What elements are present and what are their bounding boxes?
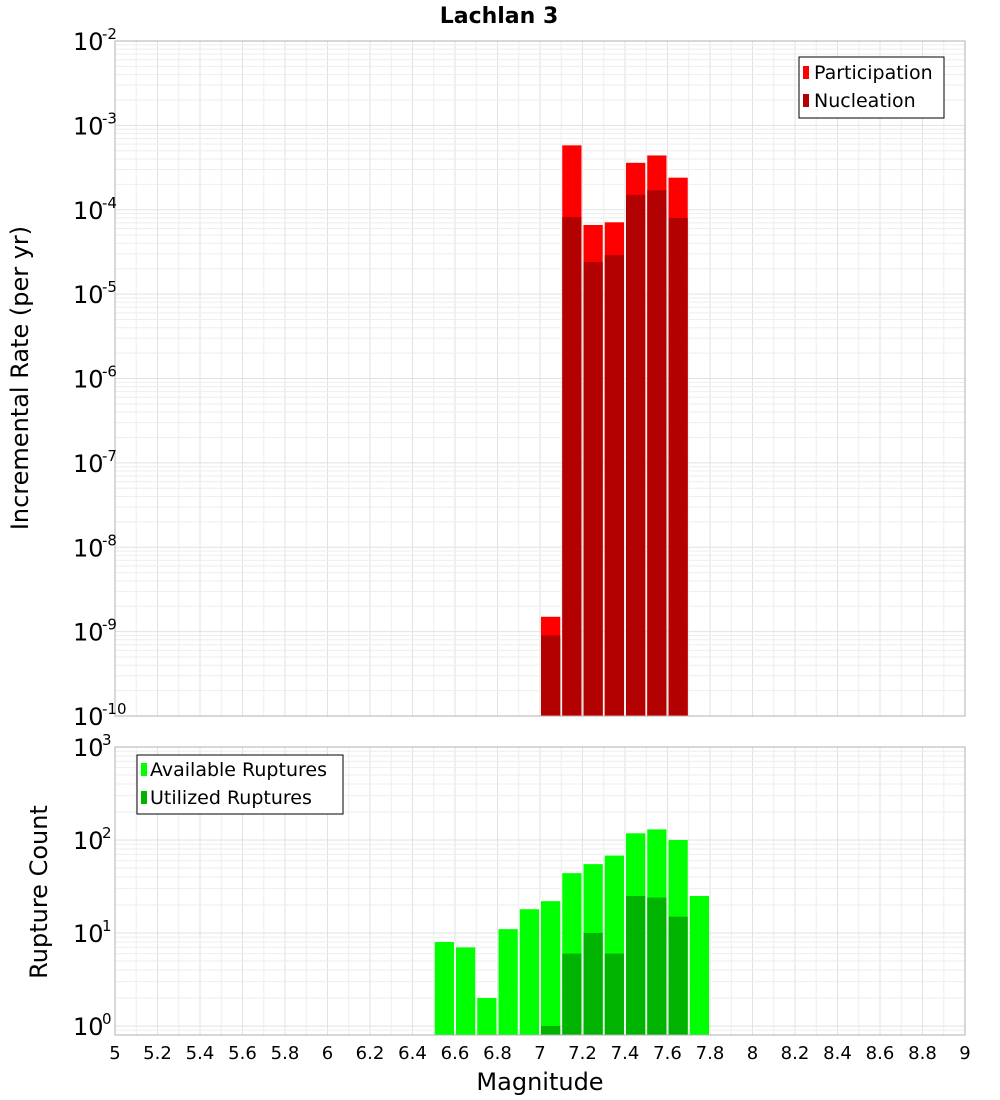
count-bar-utilized-ruptures — [583, 932, 603, 1035]
x-tick-label: 7.8 — [696, 1043, 725, 1064]
y-tick-label: 10 — [73, 703, 104, 731]
rate-legend: Participation Nucleation — [798, 56, 945, 119]
x-tick-label: 5.4 — [186, 1043, 215, 1064]
y-tick-label: 10 — [73, 28, 104, 56]
x-tick-label: 8.4 — [823, 1043, 852, 1064]
x-tick-label: 5.2 — [143, 1043, 172, 1064]
x-tick-label: 8.2 — [781, 1043, 810, 1064]
x-tick-label: 8 — [747, 1043, 758, 1064]
y-tick-exponent: -10 — [102, 700, 127, 718]
y-tick-exponent: -5 — [102, 278, 117, 296]
rate-bar-nucleation — [626, 194, 646, 716]
count-bar-utilized-ruptures — [626, 895, 646, 1035]
count-bar-utilized-ruptures — [562, 953, 582, 1035]
x-tick-label: 6.6 — [441, 1043, 470, 1064]
y-tick-exponent: 1 — [102, 917, 112, 935]
y-tick-label: 10 — [73, 366, 104, 394]
y-tick-exponent: -3 — [102, 109, 117, 127]
rate-legend-box — [798, 56, 945, 119]
y-tick-label: 10 — [73, 827, 104, 855]
rate-bar-nucleation — [583, 262, 603, 716]
x-tick-label: 6 — [322, 1043, 333, 1064]
count-legend: Available Ruptures Utilized Ruptures — [136, 754, 344, 815]
count-bar-utilized-ruptures — [604, 953, 624, 1035]
count-bar-available-ruptures — [434, 942, 454, 1035]
x-tick-label: 7 — [534, 1043, 545, 1064]
x-tick-label: 5.6 — [228, 1043, 257, 1064]
rate-panel-frame — [114, 40, 966, 717]
x-tick-label: 5 — [109, 1043, 120, 1064]
rate-panel: 10-210-310-410-510-610-710-810-910-10 In… — [6, 25, 966, 731]
x-axis-label: Magnitude — [476, 1068, 603, 1096]
count-bar-utilized-ruptures — [541, 1025, 561, 1035]
x-tick-label: 8.6 — [866, 1043, 895, 1064]
y-tick-exponent: -2 — [102, 25, 117, 43]
chart-title: Lachlan 3 — [440, 4, 559, 29]
count-bar-available-ruptures — [519, 909, 539, 1035]
x-tick-label: 6.8 — [483, 1043, 512, 1064]
y-tick-exponent: 3 — [102, 731, 112, 749]
count-bar-available-ruptures — [498, 929, 518, 1035]
y-tick-label: 10 — [73, 734, 104, 762]
y-tick-exponent: 0 — [102, 1010, 112, 1028]
y-tick-label: 10 — [73, 619, 104, 647]
y-tick-label: 10 — [73, 920, 104, 948]
y-tick-exponent: -4 — [102, 194, 117, 212]
count-bar-available-ruptures — [689, 895, 709, 1035]
rate-panel-grid — [114, 40, 966, 717]
utilized-legend-swatch — [141, 791, 147, 804]
y-tick-label: 10 — [73, 1013, 104, 1041]
x-tick-label: 6.4 — [398, 1043, 427, 1064]
count-panel-frame — [114, 746, 966, 1036]
available-legend-swatch — [141, 763, 147, 776]
count-bar-available-ruptures — [541, 901, 561, 1035]
y-tick-exponent: -6 — [102, 363, 117, 381]
count-panel-bars — [434, 829, 709, 1035]
y-tick-exponent: 2 — [102, 824, 112, 842]
y-tick-exponent: -8 — [102, 531, 117, 549]
count-bar-utilized-ruptures — [647, 897, 667, 1035]
rate-bar-nucleation — [604, 255, 624, 716]
x-tick-label: 7.4 — [611, 1043, 640, 1064]
x-tick-label: 9 — [959, 1043, 970, 1064]
x-tick-label: 7.2 — [568, 1043, 597, 1064]
participation-legend-swatch — [803, 66, 809, 79]
rate-y-axis-label: Incremental Rate (per yr) — [6, 226, 34, 530]
rate-bar-nucleation — [647, 190, 667, 716]
x-tick-label: 5.8 — [271, 1043, 300, 1064]
rate-panel-bars — [541, 145, 688, 717]
x-tick-label: 6.2 — [356, 1043, 385, 1064]
y-tick-exponent: -7 — [102, 447, 117, 465]
x-tick-label: 7.6 — [653, 1043, 682, 1064]
rate-bar-nucleation — [562, 217, 582, 716]
rate-bar-nucleation — [541, 635, 561, 716]
y-tick-label: 10 — [73, 197, 104, 225]
count-legend-box — [136, 754, 344, 815]
x-tick-labels: 5 5.2 5.4 5.6 5.8 6 6.2 6.4 6.6 6.8 7 7.2 7.4 7.6 7.8 8… — [109, 1043, 970, 1064]
y-tick-label: 10 — [73, 112, 104, 140]
available-legend-label: Available Ruptures — [150, 759, 327, 781]
utilized-legend-label: Utilized Ruptures — [150, 787, 312, 809]
y-tick-label: 10 — [73, 450, 104, 478]
rate-bar-nucleation — [668, 217, 688, 716]
x-tick-label: 8.8 — [908, 1043, 937, 1064]
participation-legend-label: Participation — [814, 62, 933, 84]
y-tick-label: 10 — [73, 534, 104, 562]
count-y-axis-label: Rupture Count — [25, 805, 53, 979]
y-tick-label: 10 — [73, 281, 104, 309]
nucleation-legend-swatch — [803, 94, 809, 107]
count-bar-utilized-ruptures — [668, 916, 688, 1035]
nucleation-legend-label: Nucleation — [814, 90, 916, 112]
count-bar-available-ruptures — [456, 947, 476, 1035]
y-tick-exponent: -9 — [102, 616, 117, 634]
count-bar-available-ruptures — [477, 997, 497, 1035]
rate-panel-y-ticks: 10-210-310-410-510-610-710-810-910-10 — [73, 25, 127, 731]
